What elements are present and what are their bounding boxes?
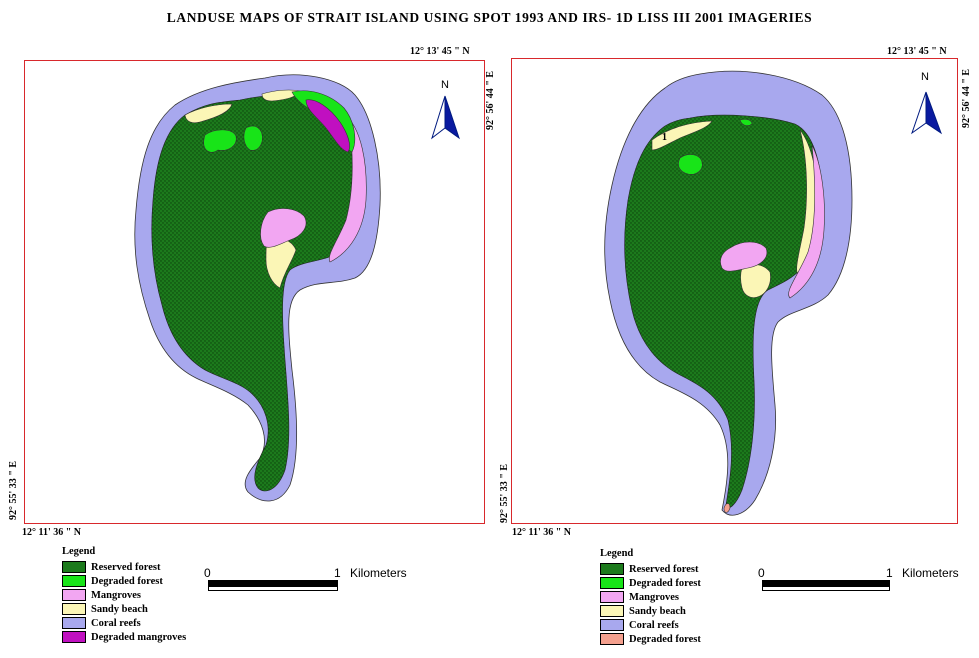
map2-mangroves-east bbox=[788, 144, 825, 299]
scale-bar-black bbox=[762, 580, 890, 586]
legend-label: Degraded mangroves bbox=[91, 631, 187, 643]
map1-island bbox=[134, 74, 381, 502]
scale-bar-black bbox=[208, 580, 338, 586]
map1-coord-bottom-left: 12° 11' 36 " N bbox=[22, 527, 81, 538]
map2-north-label: N bbox=[921, 71, 929, 83]
scale-bar-white bbox=[762, 586, 890, 591]
map1-degraded-forest-west bbox=[203, 129, 237, 153]
swatch bbox=[600, 605, 624, 617]
swatch bbox=[62, 603, 86, 615]
map1-north-arrow: N bbox=[431, 79, 460, 140]
map2-legend-item: Degraded forest bbox=[600, 576, 701, 590]
map1-legend-item: Mangroves bbox=[62, 588, 186, 602]
legend-label: Degraded forest bbox=[629, 577, 701, 589]
map1-legend-item: Degraded mangroves bbox=[62, 630, 186, 644]
map2-island: 1 bbox=[604, 70, 853, 516]
map2-scale-bar: 0 1 Kilometers bbox=[758, 566, 973, 596]
swatch bbox=[62, 575, 86, 587]
legend-label: Mangroves bbox=[629, 591, 679, 603]
map2-coord-bottom-left: 12° 11' 36 " N bbox=[512, 527, 571, 538]
map1-coord-top-right: 12° 13' 45 " N bbox=[410, 46, 470, 57]
scale-unit: Kilometers bbox=[350, 566, 407, 580]
legend-label: Mangroves bbox=[91, 589, 141, 601]
map1-north-label: N bbox=[441, 79, 449, 91]
map1-mangroves-east bbox=[328, 117, 367, 263]
map1-degraded-forest-mid bbox=[243, 125, 263, 151]
map1-reserved-forest bbox=[151, 95, 361, 492]
map2-sandy-beach-north bbox=[651, 120, 713, 151]
map2-frame bbox=[511, 58, 958, 524]
map1-frame bbox=[24, 60, 485, 524]
legend-label: Degraded forest bbox=[91, 575, 163, 587]
map2-coord-top-right: 12° 13' 45 " N bbox=[887, 46, 947, 57]
map2-north-arrow: N bbox=[911, 71, 942, 135]
scale-bar-white bbox=[208, 586, 338, 591]
map2-legend-item: Coral reefs bbox=[600, 618, 701, 632]
scale-unit: Kilometers bbox=[902, 566, 959, 580]
scale-start: 0 bbox=[204, 566, 211, 580]
map1-legend-item: Coral reefs bbox=[62, 616, 186, 630]
swatch bbox=[62, 617, 86, 629]
scale-start: 0 bbox=[758, 566, 765, 580]
map2-legend: Legend Reserved forest Degraded forest M… bbox=[600, 548, 701, 646]
swatch bbox=[62, 631, 86, 643]
legend-label: Degraded forest bbox=[629, 633, 701, 645]
map1-legend-item: Reserved forest bbox=[62, 560, 186, 574]
swatch bbox=[600, 591, 624, 603]
map2-mangroves-central bbox=[720, 241, 768, 272]
map1-sandy-beach-c bbox=[261, 89, 301, 102]
map2-degraded-forest-a bbox=[678, 154, 703, 175]
page-title: LANDUSE MAPS OF STRAIT ISLAND USING SPOT… bbox=[166, 10, 813, 25]
map1-legend: Legend Reserved forest Degraded forest M… bbox=[62, 546, 186, 644]
map1-degraded-mangroves bbox=[305, 99, 350, 153]
swatch bbox=[600, 619, 624, 631]
swatch bbox=[600, 563, 624, 575]
map1-sandy-beach-a bbox=[184, 103, 233, 124]
legend-label: Coral reefs bbox=[91, 617, 141, 629]
map2-degraded-forest-b bbox=[739, 118, 753, 126]
map2-legend-item: Degraded forest bbox=[600, 632, 701, 646]
legend-label: Reserved forest bbox=[629, 563, 699, 575]
map2-legend-title: Legend bbox=[600, 548, 634, 559]
map1-scale-bar: 0 1 Kilometers bbox=[204, 566, 424, 596]
swatch bbox=[62, 589, 86, 601]
legend-label: Coral reefs bbox=[629, 619, 679, 631]
swatch bbox=[62, 561, 86, 573]
map1-legend-item: Sandy beach bbox=[62, 602, 186, 616]
legend-label: Sandy beach bbox=[629, 605, 686, 617]
scale-end: 1 bbox=[334, 566, 341, 580]
map2-marker: 1 bbox=[662, 132, 667, 143]
map2-legend-item: Reserved forest bbox=[600, 562, 701, 576]
legend-label: Sandy beach bbox=[91, 603, 148, 615]
legend-label: Reserved forest bbox=[91, 561, 161, 573]
map1-legend-item: Degraded forest bbox=[62, 574, 186, 588]
scale-end: 1 bbox=[886, 566, 893, 580]
map2-degraded-forest-c bbox=[723, 503, 731, 513]
map2-sandy-beach-central bbox=[740, 264, 771, 298]
map2-legend-item: Sandy beach bbox=[600, 604, 701, 618]
swatch bbox=[600, 577, 624, 589]
swatch bbox=[600, 633, 624, 645]
map1-legend-title: Legend bbox=[62, 546, 96, 557]
map1-sandy-beach-b bbox=[265, 236, 297, 289]
map1-mangroves-central bbox=[260, 208, 307, 248]
map2-legend-item: Mangroves bbox=[600, 590, 701, 604]
